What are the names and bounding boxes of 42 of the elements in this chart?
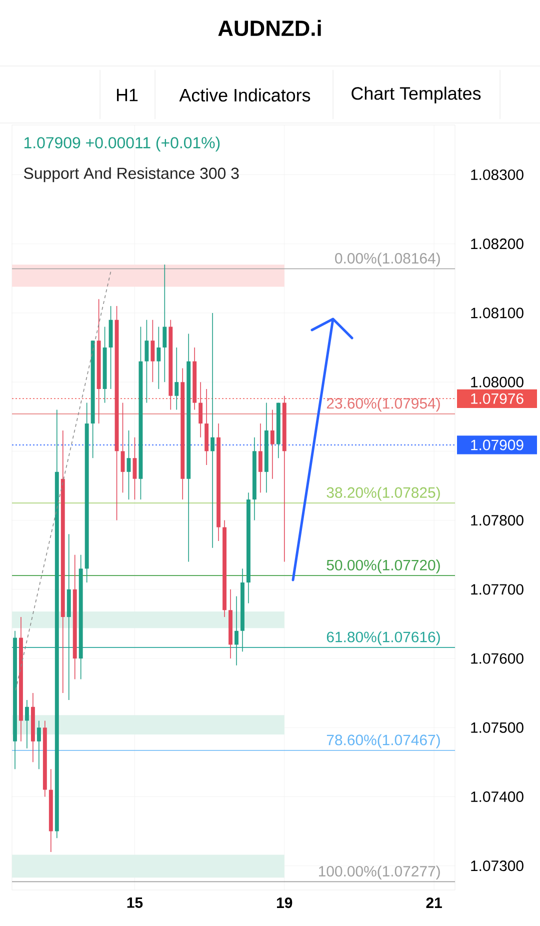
text: Support And Resistance 300 3 xyxy=(24,167,239,182)
y-tick-label: 1.07700 xyxy=(471,584,524,595)
x-tick-label: 19 xyxy=(277,898,292,908)
y-tick-label: 1.08200 xyxy=(471,238,524,250)
ref-line-label: 0.00%(1.08164) xyxy=(335,252,440,267)
y-tick-label: 1.07600 xyxy=(471,653,524,664)
text: Chart Templates xyxy=(352,86,481,104)
ref-line-label: 50.00%(1.07720) xyxy=(326,559,440,574)
text: AUDNZD.i xyxy=(218,20,321,36)
candlestick xyxy=(24,700,29,749)
ref-line-label: 78.60%(1.07467) xyxy=(326,734,440,748)
text: Active Indicators xyxy=(179,88,310,102)
ref-line-label: 61.80%(1.07616) xyxy=(326,631,440,646)
y-tick-label: 1.07500 xyxy=(471,722,524,733)
candlestick xyxy=(36,720,41,770)
candlestick xyxy=(198,382,203,438)
candlestick xyxy=(258,423,262,494)
candlestick xyxy=(162,264,167,382)
candlestick xyxy=(120,402,125,494)
y-tick-label: 1.07300 xyxy=(471,860,524,872)
x-tick-label: 15 xyxy=(127,898,143,908)
text: 1.07909 +0.00011 (+0.01%) xyxy=(24,136,220,152)
candlestick xyxy=(234,596,238,666)
y-tick-label: 1.07400 xyxy=(471,791,524,802)
candlestick xyxy=(210,312,215,548)
candlestick xyxy=(150,319,155,382)
ref-line-label: 1.07909 xyxy=(471,440,524,450)
candlestick xyxy=(144,319,149,404)
candlestick xyxy=(156,326,161,390)
y-tick-label: 1.08000 xyxy=(471,376,524,388)
candlestick xyxy=(174,347,179,410)
y-tick-label: 1.07800 xyxy=(471,514,524,526)
ref-line-label: 1.07976 xyxy=(471,393,524,404)
candlestick xyxy=(132,436,137,500)
x-tick-label: 21 xyxy=(426,898,442,908)
text: H1 xyxy=(117,88,138,102)
candlestick xyxy=(270,409,274,480)
y-tick-label: 1.08100 xyxy=(471,308,524,318)
ref-line-label: 38.20%(1.07825) xyxy=(326,486,440,501)
ref-line-label: 23.60%(1.07954) xyxy=(326,398,440,412)
y-tick-label: 1.08300 xyxy=(471,169,524,180)
ref-line-label: 100.00%(1.07277) xyxy=(319,866,440,880)
